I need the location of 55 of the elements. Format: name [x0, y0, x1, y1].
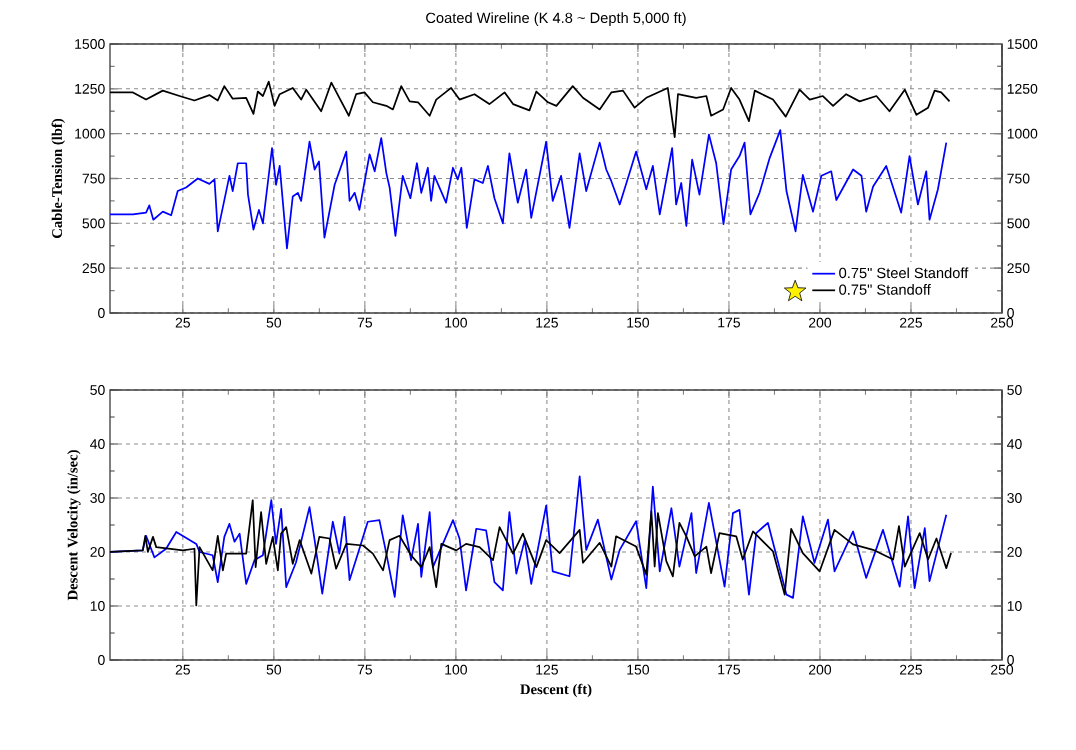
- y-tick-label: 1250: [75, 83, 105, 94]
- y-tick-label: 50: [90, 385, 105, 395]
- legend-label: 0.75" Steel Standoff: [839, 267, 969, 279]
- y-tick-label: 0: [98, 655, 105, 665]
- y-tick-label: 1000: [75, 128, 105, 139]
- y2-tick-label: 1250: [1007, 83, 1038, 94]
- x-tick-label: 200: [808, 664, 832, 675]
- x-tick-label: 75: [357, 317, 373, 328]
- x-tick-label: 225: [900, 317, 923, 328]
- x-tick-label: 175: [718, 664, 741, 675]
- y2-tick-label: 0: [1007, 655, 1014, 665]
- y2-tick-label: 40: [1007, 439, 1022, 449]
- x-tick-label: 25: [175, 317, 191, 328]
- x-tick-label: 50: [266, 664, 282, 675]
- y-axis-title: Descent Velocity (in/sec): [67, 450, 81, 601]
- y-tick-label: 750: [82, 173, 105, 184]
- y2-tick-label: 10: [1007, 601, 1022, 611]
- y-axis-title: Cable-Tension (lbf): [51, 118, 65, 239]
- y-tick-label: 1500: [75, 39, 105, 49]
- y-tick-label: 20: [90, 547, 105, 557]
- x-tick-label: 175: [718, 317, 741, 328]
- y2-tick-label: 20: [1007, 547, 1022, 557]
- y-tick-label: 0: [98, 308, 105, 318]
- y2-tick-label: 1500: [1007, 39, 1038, 49]
- x-tick-label: 125: [536, 664, 558, 675]
- x-tick-label: 75: [357, 664, 373, 675]
- y2-tick-label: 0: [1007, 308, 1014, 318]
- y2-tick-label: 500: [1007, 218, 1030, 229]
- y-tick-label: 500: [82, 218, 105, 229]
- x-tick-label: 50: [266, 317, 282, 328]
- legend-label: 0.75" Standoff: [839, 284, 931, 295]
- x-axis-title: Descent (ft): [520, 683, 592, 698]
- x-tick-label: 125: [536, 317, 558, 328]
- y-tick-label: 30: [90, 493, 105, 503]
- y-tick-label: 250: [82, 263, 105, 274]
- x-tick-label: 100: [445, 317, 467, 328]
- y-tick-label: 40: [90, 439, 105, 449]
- x-tick-label: 250: [991, 317, 1014, 328]
- chart-title: Coated Wireline (K 4.8 ~ Depth 5,000 ft): [426, 12, 686, 26]
- x-tick-label: 250: [991, 664, 1014, 675]
- line-series: [110, 129, 948, 250]
- y2-tick-label: 750: [1007, 173, 1030, 184]
- line-series: [110, 80, 951, 139]
- y2-tick-label: 1000: [1007, 128, 1038, 139]
- line-series: [110, 499, 952, 607]
- x-tick-label: 100: [445, 664, 467, 675]
- x-tick-label: 25: [175, 664, 191, 675]
- x-tick-label: 200: [808, 317, 832, 328]
- y2-tick-label: 30: [1007, 493, 1022, 503]
- y2-tick-label: 250: [1007, 263, 1030, 274]
- x-tick-label: 150: [627, 317, 650, 328]
- x-tick-label: 225: [900, 664, 923, 675]
- y-tick-label: 10: [90, 601, 105, 611]
- x-tick-label: 150: [627, 664, 650, 675]
- y2-tick-label: 50: [1007, 385, 1022, 395]
